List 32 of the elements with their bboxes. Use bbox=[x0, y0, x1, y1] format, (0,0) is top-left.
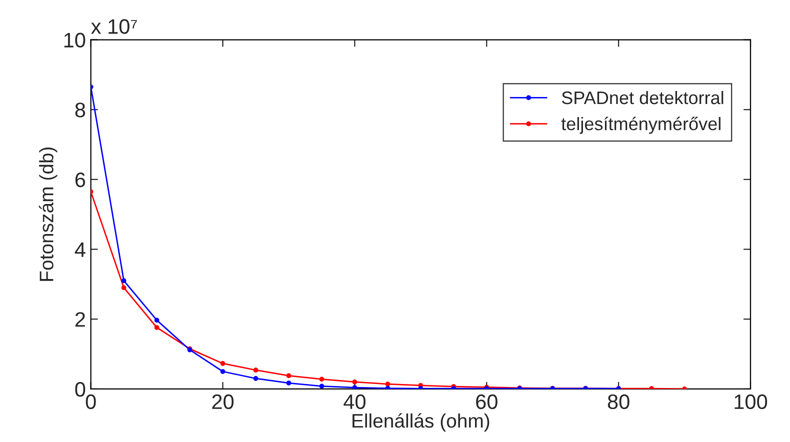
y-tick-label: 0 bbox=[75, 382, 86, 397]
point bbox=[286, 380, 292, 386]
point bbox=[253, 376, 258, 381]
y-tick-label: 4 bbox=[74, 242, 86, 257]
point bbox=[352, 380, 358, 384]
point bbox=[220, 361, 226, 366]
point bbox=[352, 385, 358, 389]
legend-label: teljesítménymérővel bbox=[561, 116, 720, 134]
x-tick-label: 100 bbox=[734, 394, 768, 410]
y-tick-label: 8 bbox=[75, 102, 86, 118]
point bbox=[220, 369, 226, 374]
point bbox=[253, 368, 258, 373]
x-tick-label: 20 bbox=[212, 394, 234, 410]
x-tick-label: 80 bbox=[608, 394, 630, 410]
x-tick-label: 0 bbox=[86, 394, 96, 410]
point bbox=[385, 382, 390, 386]
legend-label: SPADnet detektorral bbox=[562, 90, 724, 104]
text: x 10⁷ bbox=[91, 19, 137, 34]
x-tick-label: 40 bbox=[344, 394, 366, 410]
x-axis-title: Ellenállás (ohm) bbox=[352, 413, 490, 432]
point bbox=[154, 318, 160, 323]
y-axis-title: Fotonszám (db) bbox=[38, 147, 58, 281]
y-tick-label: 6 bbox=[75, 172, 86, 188]
point bbox=[319, 376, 324, 382]
point bbox=[121, 285, 126, 290]
point bbox=[286, 373, 292, 378]
y-tick-label: 2 bbox=[75, 312, 85, 327]
x-tick-label: 60 bbox=[476, 394, 498, 410]
point bbox=[121, 278, 126, 284]
point bbox=[154, 325, 160, 330]
y-tick-label: 10 bbox=[64, 32, 86, 48]
point bbox=[319, 384, 324, 389]
